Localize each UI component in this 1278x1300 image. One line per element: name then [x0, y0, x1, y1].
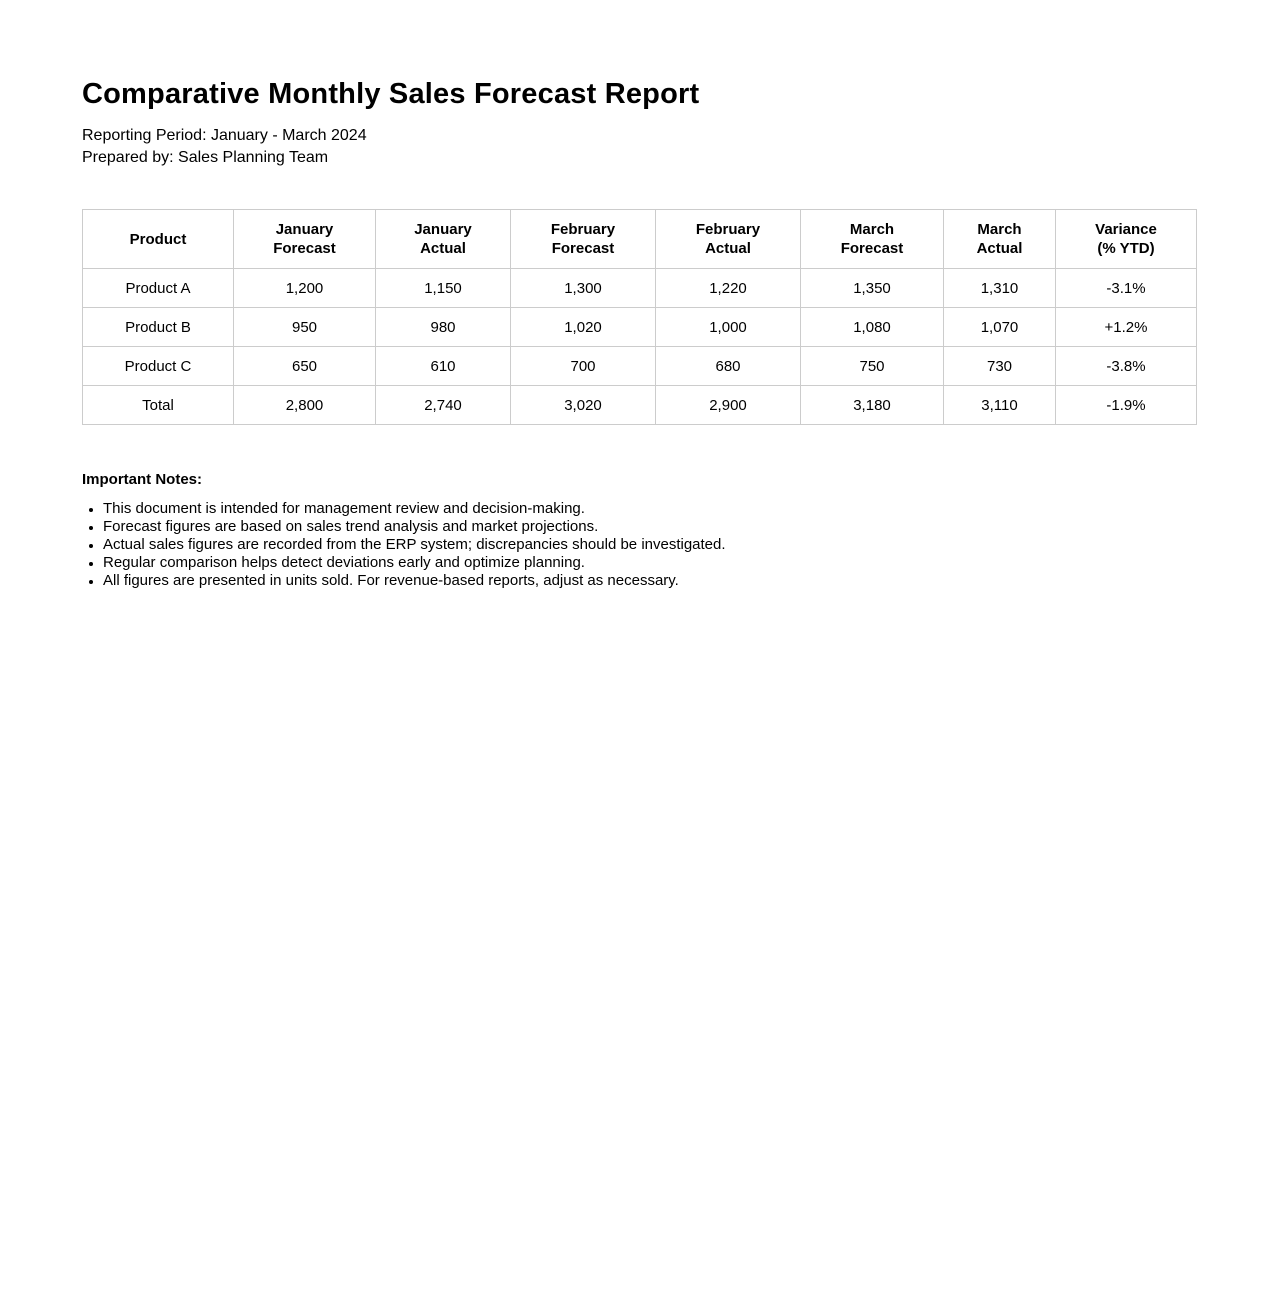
table-cell: -3.8%	[1055, 346, 1197, 386]
table-cell: 650	[233, 346, 376, 386]
table-cell: 750	[800, 346, 944, 386]
table-cell: 3,020	[510, 385, 656, 425]
page-title: Comparative Monthly Sales Forecast Repor…	[82, 78, 700, 110]
list-item: All figures are presented in units sold.…	[103, 572, 1196, 590]
list-item: This document is intended for management…	[103, 500, 1196, 518]
table-cell: 2,740	[375, 385, 511, 425]
table-cell: 2,800	[233, 385, 376, 425]
important-notes-section: Important Notes: This document is intend…	[82, 471, 1196, 590]
table-cell: 730	[943, 346, 1056, 386]
table-cell: 680	[655, 346, 801, 386]
table-cell: Product A	[82, 268, 234, 308]
table-cell: -1.9%	[1055, 385, 1197, 425]
table-cell: 1,000	[655, 307, 801, 347]
table-cell: 950	[233, 307, 376, 347]
table-row-product-a: Product A 1,200 1,150 1,300 1,220 1,350 …	[82, 268, 1197, 308]
table-cell: 1,020	[510, 307, 656, 347]
header-january-actual: January Actual	[375, 209, 511, 269]
table-cell: 2,900	[655, 385, 801, 425]
table-cell: 1,150	[375, 268, 511, 308]
table-cell: 1,310	[943, 268, 1056, 308]
header-product: Product	[82, 209, 234, 269]
report-page: Comparative Monthly Sales Forecast Repor…	[0, 0, 1278, 630]
table-cell: 3,110	[943, 385, 1056, 425]
header-january-forecast: January Forecast	[233, 209, 376, 269]
header-february-forecast: February Forecast	[510, 209, 656, 269]
table-cell: +1.2%	[1055, 307, 1197, 347]
header-march-actual: March Actual	[943, 209, 1056, 269]
notes-list: This document is intended for management…	[82, 500, 1196, 590]
table-cell: Product C	[82, 346, 234, 386]
header-march-forecast: March Forecast	[800, 209, 944, 269]
table-cell: 1,070	[943, 307, 1056, 347]
header-variance: Variance (% YTD)	[1055, 209, 1197, 269]
list-item: Forecast figures are based on sales tren…	[103, 518, 1196, 536]
sales-forecast-table: Product January Forecast January Actual …	[82, 209, 1197, 425]
notes-heading: Important Notes:	[82, 471, 202, 488]
table-cell: 3,180	[800, 385, 944, 425]
table-cell: -3.1%	[1055, 268, 1197, 308]
table-cell: 1,300	[510, 268, 656, 308]
table-cell: 700	[510, 346, 656, 386]
table-cell: Total	[82, 385, 234, 425]
table-row-total: Total 2,800 2,740 3,020 2,900 3,180 3,11…	[82, 385, 1197, 425]
table-cell: 1,080	[800, 307, 944, 347]
table-cell: 1,350	[800, 268, 944, 308]
table-cell: 1,220	[655, 268, 801, 308]
reporting-period-text: Reporting Period: January - March 2024	[82, 127, 367, 144]
list-item: Actual sales figures are recorded from t…	[103, 536, 1196, 554]
table-row-product-c: Product C 650 610 700 680 750 730 -3.8%	[82, 346, 1197, 386]
table-cell: 980	[375, 307, 511, 347]
list-item: Regular comparison helps detect deviatio…	[103, 554, 1196, 572]
table-cell: 610	[375, 346, 511, 386]
table-cell: 1,200	[233, 268, 376, 308]
prepared-by-text: Prepared by: Sales Planning Team	[82, 149, 329, 166]
table-cell: Product B	[82, 307, 234, 347]
table-header-row: Product January Forecast January Actual …	[82, 209, 1197, 269]
table-row-product-b: Product B 950 980 1,020 1,000 1,080 1,07…	[82, 307, 1197, 347]
header-february-actual: February Actual	[655, 209, 801, 269]
